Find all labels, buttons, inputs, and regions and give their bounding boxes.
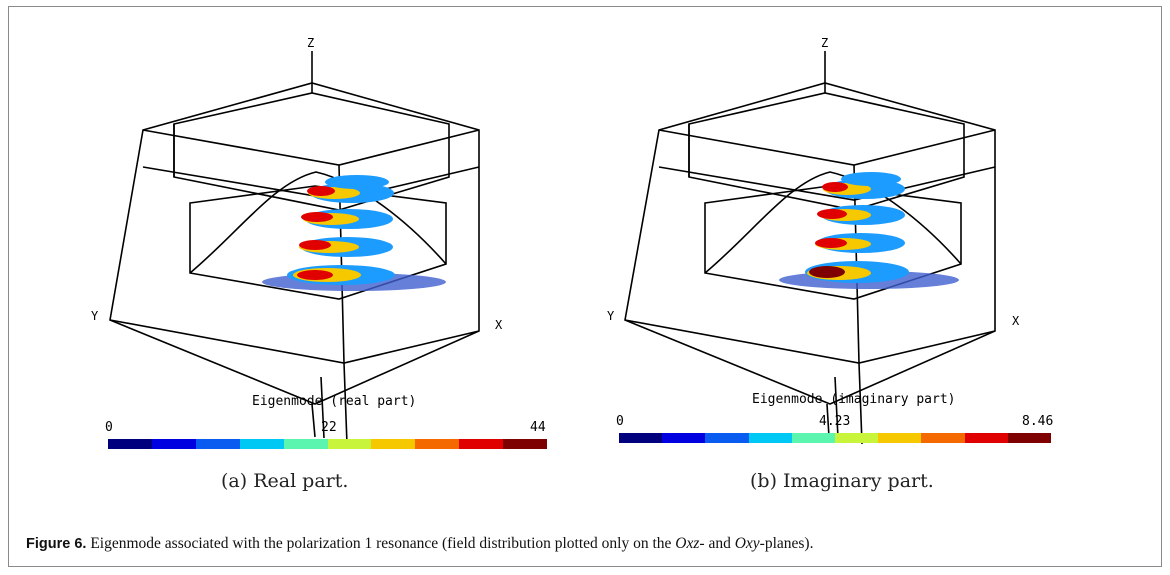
colorbar-segment bbox=[791, 433, 836, 443]
colorbar-segment bbox=[503, 439, 548, 449]
colorbar-segment bbox=[371, 439, 416, 449]
colorbar-mid-label: 22 bbox=[321, 420, 337, 435]
z-axis-label: Z bbox=[307, 36, 314, 50]
colorbar-segment bbox=[878, 433, 922, 443]
caption-text-2: - and bbox=[699, 535, 735, 552]
colorbar-segment bbox=[619, 433, 663, 443]
colorbar-segment bbox=[964, 433, 1008, 443]
caption-text-3: -planes). bbox=[759, 535, 814, 552]
z-axis-label: Z bbox=[821, 36, 828, 50]
colorbar-segment bbox=[705, 433, 749, 443]
colorbar-segment bbox=[748, 433, 792, 443]
figure-frame: Z Y X Eigenmode (real part) 0 22 44 (a) … bbox=[8, 6, 1162, 567]
colorbar-segment bbox=[415, 439, 460, 449]
colorbar-segment bbox=[459, 439, 504, 449]
colorbar-imaginary bbox=[619, 433, 1052, 443]
figure-label: Figure 6. bbox=[26, 536, 87, 552]
caption-text-1: Eigenmode associated with the polarizati… bbox=[86, 535, 676, 552]
colorbar-segment bbox=[662, 433, 706, 443]
caption-plane-oxz: Oxz bbox=[675, 535, 700, 552]
caption-plane-oxy: Oxy bbox=[734, 535, 760, 552]
x-axis-label: X bbox=[1012, 314, 1020, 328]
colorbar-segment bbox=[151, 439, 196, 449]
field-distribution-imaginary bbox=[779, 172, 959, 289]
colorbar-title: Eigenmode (imaginary part) bbox=[752, 392, 956, 407]
colorbar-segment bbox=[195, 439, 240, 449]
colorbar-segment bbox=[835, 433, 879, 443]
colorbar-segment bbox=[108, 439, 152, 449]
colorbar-max-label: 44 bbox=[530, 420, 546, 435]
colorbar-mid-label: 4.23 bbox=[819, 414, 851, 429]
colorbar-segment bbox=[921, 433, 965, 443]
colorbar-segment bbox=[327, 439, 372, 449]
colorbar-real bbox=[108, 439, 548, 449]
colorbar-max-label: 8.46 bbox=[1022, 414, 1054, 429]
field-distribution-real bbox=[262, 175, 446, 291]
colorbar-min-label: 0 bbox=[616, 414, 624, 429]
subcaption-b: (b) Imaginary part. bbox=[750, 470, 934, 492]
colorbar-segment bbox=[239, 439, 284, 449]
colorbar-segment bbox=[283, 439, 328, 449]
y-axis-label: Y bbox=[607, 309, 615, 323]
colorbar-min-label: 0 bbox=[105, 420, 113, 435]
mesh-plot-real: Z Y X bbox=[91, 36, 503, 445]
colorbar-segment bbox=[1007, 433, 1052, 443]
y-axis-label: Y bbox=[91, 309, 99, 323]
colorbar-title: Eigenmode (real part) bbox=[252, 394, 417, 409]
x-axis-label: X bbox=[495, 318, 503, 332]
mesh-plot-imaginary: Z Y X bbox=[607, 36, 1020, 445]
figure-caption: Figure 6. Eigenmode associated with the … bbox=[26, 535, 813, 553]
subcaption-a: (a) Real part. bbox=[221, 470, 349, 492]
